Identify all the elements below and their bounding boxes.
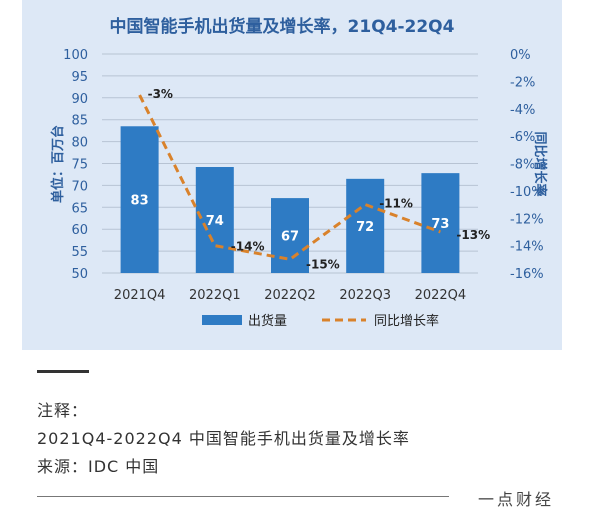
category-label: 2022Q4: [415, 288, 467, 303]
growth-value-label: -13%: [456, 228, 490, 242]
right-tick-label: -8%: [510, 158, 535, 173]
bar: [421, 173, 460, 273]
chart-panel: 中国智能手机出货量及增长率，21Q4-22Q4 100 95 90 85 80 75 70 6…: [22, 0, 562, 350]
left-tick-label: 60: [71, 223, 88, 238]
left-tick-label: 90: [71, 92, 88, 107]
bar: [120, 126, 159, 274]
growth-value-label: -14%: [231, 240, 265, 254]
bar-value-label: 67: [281, 230, 299, 245]
bar-value-labels: 83 74 67 72 73: [131, 194, 450, 245]
left-tick-label: 50: [71, 267, 88, 282]
legend-bar-label: 出货量: [248, 313, 287, 329]
bar: [346, 178, 385, 273]
bar-series: [120, 126, 460, 274]
divider-short: [37, 370, 89, 373]
left-tick-label: 80: [71, 136, 88, 151]
right-tick-label: -12%: [510, 212, 544, 227]
left-tick-label: 100: [63, 48, 88, 63]
legend-bar-swatch: [202, 315, 242, 325]
right-tick-label: 0%: [510, 48, 531, 63]
notes-heading: 注释：: [37, 401, 89, 420]
left-tick-label: 65: [71, 201, 88, 216]
right-tick-label: -2%: [510, 75, 535, 90]
left-tick-label: 95: [71, 70, 88, 85]
growth-line-series: [138, 94, 441, 261]
left-tick-label: 85: [71, 114, 88, 129]
category-label: 2022Q3: [339, 288, 391, 303]
chart-title: 中国智能手机出货量及增长率，21Q4-22Q4: [110, 16, 455, 37]
left-tick-label: 70: [71, 179, 88, 194]
right-tick-label: -6%: [510, 130, 535, 145]
growth-value-label: -15%: [306, 257, 340, 271]
right-axis-ticks: 0% -2% -4% -6% -8% -10% -12% -14% -16%: [510, 48, 544, 282]
category-label: 2021Q4: [114, 288, 166, 303]
bar: [271, 198, 309, 273]
divider-long: [37, 496, 449, 497]
category-labels: 2021Q4 2022Q1 2022Q2 2022Q3 2022Q4: [114, 288, 466, 303]
legend: 出货量 同比增长率: [202, 313, 439, 329]
notes-line-1: 2021Q4-2022Q4 中国智能手机出货量及增长率: [37, 429, 410, 448]
bar-value-label: 74: [206, 214, 224, 229]
right-tick-label: -16%: [510, 267, 544, 282]
right-tick-label: -14%: [510, 240, 544, 255]
bar-value-label: 72: [356, 220, 374, 235]
bar-value-label: 73: [431, 217, 449, 232]
brand-signature: 一点财经: [478, 490, 555, 509]
bar: [195, 167, 234, 273]
bar-value-label: 83: [131, 194, 149, 209]
left-tick-label: 75: [71, 158, 88, 173]
notes-line-2: 来源：IDC 中国: [37, 457, 160, 476]
left-axis-ticks: 100 95 90 85 80 75 70 65 60 55 50: [63, 48, 88, 282]
growth-value-label: -3%: [148, 87, 173, 101]
right-tick-label: -4%: [510, 103, 535, 118]
right-axis-label: 同比增长率: [532, 131, 548, 196]
category-label: 2022Q2: [264, 288, 316, 303]
category-label: 2022Q1: [189, 288, 241, 303]
growth-value-labels: -3% -14% -15% -11% -13%: [148, 87, 491, 271]
left-axis-label: 单位：百万台: [50, 125, 66, 203]
growth-value-label: -11%: [379, 197, 413, 211]
legend-line-label: 同比增长率: [374, 313, 439, 329]
chart: 中国智能手机出货量及增长率，21Q4-22Q4 100 95 90 85 80 75 70 6…: [50, 16, 548, 329]
growth-line: [138, 94, 441, 261]
left-tick-label: 55: [71, 245, 88, 260]
right-tick-label: -10%: [510, 185, 544, 200]
